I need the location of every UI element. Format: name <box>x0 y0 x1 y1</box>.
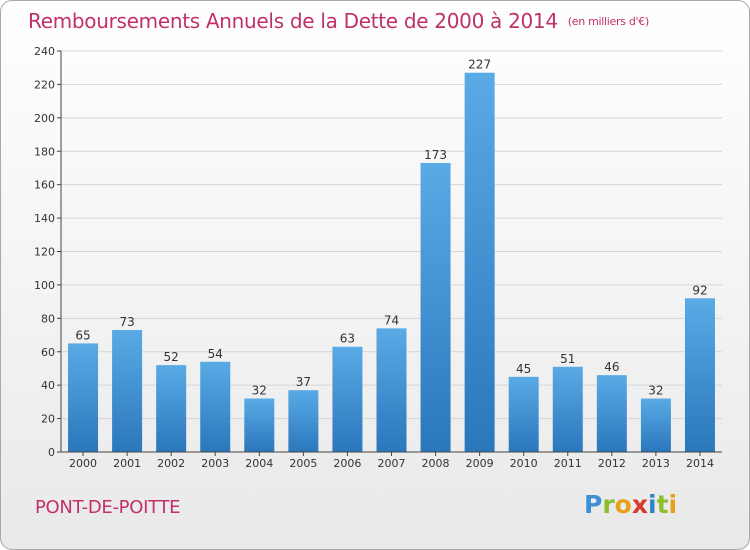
axes: 0 20 40 60 80 100 120 140 160 180 200 220 240 2000 200… <box>34 45 722 470</box>
y-tick-label: 0 <box>48 446 55 459</box>
y-tick-label: 240 <box>34 45 55 58</box>
bar <box>244 398 275 452</box>
bar <box>640 398 671 452</box>
bar <box>156 365 187 452</box>
data-label: 63 <box>340 332 355 346</box>
bar <box>552 366 583 452</box>
y-tick-label: 220 <box>34 78 55 91</box>
x-tick-label: 2005 <box>289 457 317 470</box>
chart-unit: (en milliers d'€) <box>567 15 649 28</box>
y-tick-label: 120 <box>34 246 55 259</box>
data-label: 37 <box>296 375 311 389</box>
bar <box>596 375 627 452</box>
commune-name: PONT-DE-POITTE <box>35 497 181 518</box>
x-tick-label: 2006 <box>333 457 361 470</box>
y-tick-label: 100 <box>34 279 55 292</box>
bar <box>376 328 407 452</box>
x-tick-label: 2009 <box>466 457 494 470</box>
x-tick-label: 2004 <box>245 457 273 470</box>
x-tick-label: 2012 <box>598 457 626 470</box>
data-label: 65 <box>75 328 90 342</box>
x-tick-label: 2002 <box>157 457 185 470</box>
bar <box>68 343 99 452</box>
x-tick-label: 2001 <box>113 457 141 470</box>
x-tick-label: 2011 <box>554 457 582 470</box>
y-tick-label: 140 <box>34 212 55 225</box>
bar <box>200 361 231 452</box>
x-tick-label: 2014 <box>686 457 714 470</box>
y-tick-label: 80 <box>41 312 55 325</box>
y-tick-label: 160 <box>34 179 55 192</box>
bar <box>112 330 143 452</box>
x-tick-label: 2010 <box>510 457 538 470</box>
data-label: 227 <box>468 58 491 72</box>
data-label: 52 <box>164 350 179 364</box>
x-tick-label: 2008 <box>422 457 450 470</box>
bar <box>508 376 539 452</box>
data-label: 54 <box>208 347 223 361</box>
chart-title: Remboursements Annuels de la Dette de 20… <box>28 9 649 33</box>
proxiti-logo[interactable]: Proxiti <box>584 490 678 519</box>
data-label: 46 <box>604 360 619 374</box>
chart-title-text: Remboursements Annuels de la Dette de 20… <box>28 9 558 33</box>
data-label: 45 <box>516 362 531 376</box>
bar <box>332 346 363 452</box>
data-labels: 65 73 52 54 32 37 63 74 173 227 45 51 46 32 92 <box>75 58 707 398</box>
y-tick-label: 60 <box>41 346 55 359</box>
bars <box>68 72 715 453</box>
bar <box>288 390 319 452</box>
y-tick-label: 20 <box>41 413 55 426</box>
data-label: 73 <box>119 315 134 329</box>
x-tick-label: 2007 <box>378 457 406 470</box>
x-tick-label: 2000 <box>69 457 97 470</box>
y-tick-label: 40 <box>41 379 55 392</box>
data-label: 32 <box>252 384 267 398</box>
bar <box>464 72 495 453</box>
y-tick-label: 180 <box>34 145 55 158</box>
data-label: 173 <box>424 148 447 162</box>
data-label: 51 <box>560 352 575 366</box>
x-tick-label: 2013 <box>642 457 670 470</box>
data-label: 74 <box>384 313 399 327</box>
x-tick-label: 2003 <box>201 457 229 470</box>
bar <box>420 162 451 452</box>
y-tick-label: 200 <box>34 112 55 125</box>
data-label: 92 <box>692 283 707 297</box>
bar <box>684 298 715 452</box>
data-label: 32 <box>648 384 663 398</box>
